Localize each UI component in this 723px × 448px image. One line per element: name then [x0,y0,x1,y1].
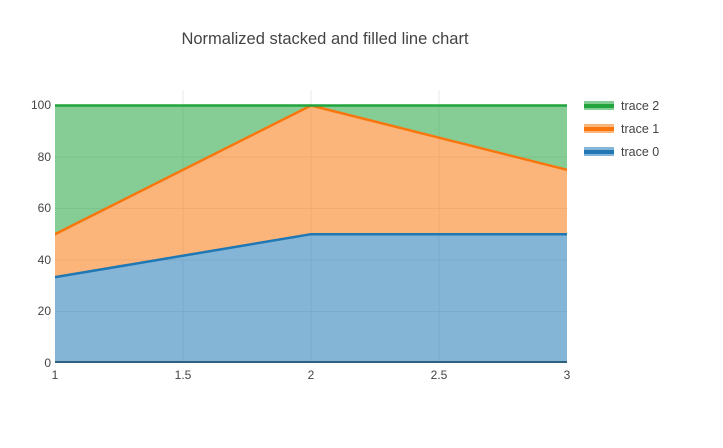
legend-swatch-line [584,150,614,154]
x-tick-label: 1 [51,368,59,382]
legend-swatch-line [584,127,614,131]
legend-item-trace-1[interactable]: trace 1 [584,117,659,140]
y-tick-label: 100 [30,98,51,113]
area-fill-trace-1[interactable] [55,105,567,278]
legend-swatch-icon [584,124,614,133]
legend-swatch-icon [584,147,614,156]
y-tick-label: 60 [37,201,51,216]
y-tick-label: 40 [37,252,51,267]
x-axis-tick-labels: 1 1.5 2 2.5 3 [51,367,571,383]
x-tick-label: 1.5 [174,368,192,382]
legend: trace 2 trace 1 trace 0 [584,94,659,163]
legend-label: trace 0 [621,144,660,159]
area-fill-trace-0[interactable] [55,234,567,363]
legend-item-trace-2[interactable]: trace 2 [584,94,659,117]
plot-area [55,90,567,363]
x-tick-label: 3 [563,368,571,382]
y-tick-label: 20 [37,304,51,319]
legend-label: trace 2 [621,98,660,113]
y-tick-label: 80 [37,149,51,164]
legend-swatch-icon [584,101,614,110]
x-tick-label: 2.5 [430,368,448,382]
legend-label: trace 1 [621,121,660,136]
y-tick-label: 0 [44,356,51,370]
area-fill-trace-2[interactable] [55,105,567,235]
chart-title: Normalized stacked and filled line chart [181,30,469,48]
y-axis-tick-labels: 0 20 40 60 80 100 [0,90,51,370]
legend-swatch-line [584,104,614,108]
legend-item-trace-0[interactable]: trace 0 [584,140,659,163]
trace-line-trace-0[interactable] [55,232,567,279]
x-tick-label: 2 [307,368,315,382]
stacked-area-plot [55,90,567,363]
